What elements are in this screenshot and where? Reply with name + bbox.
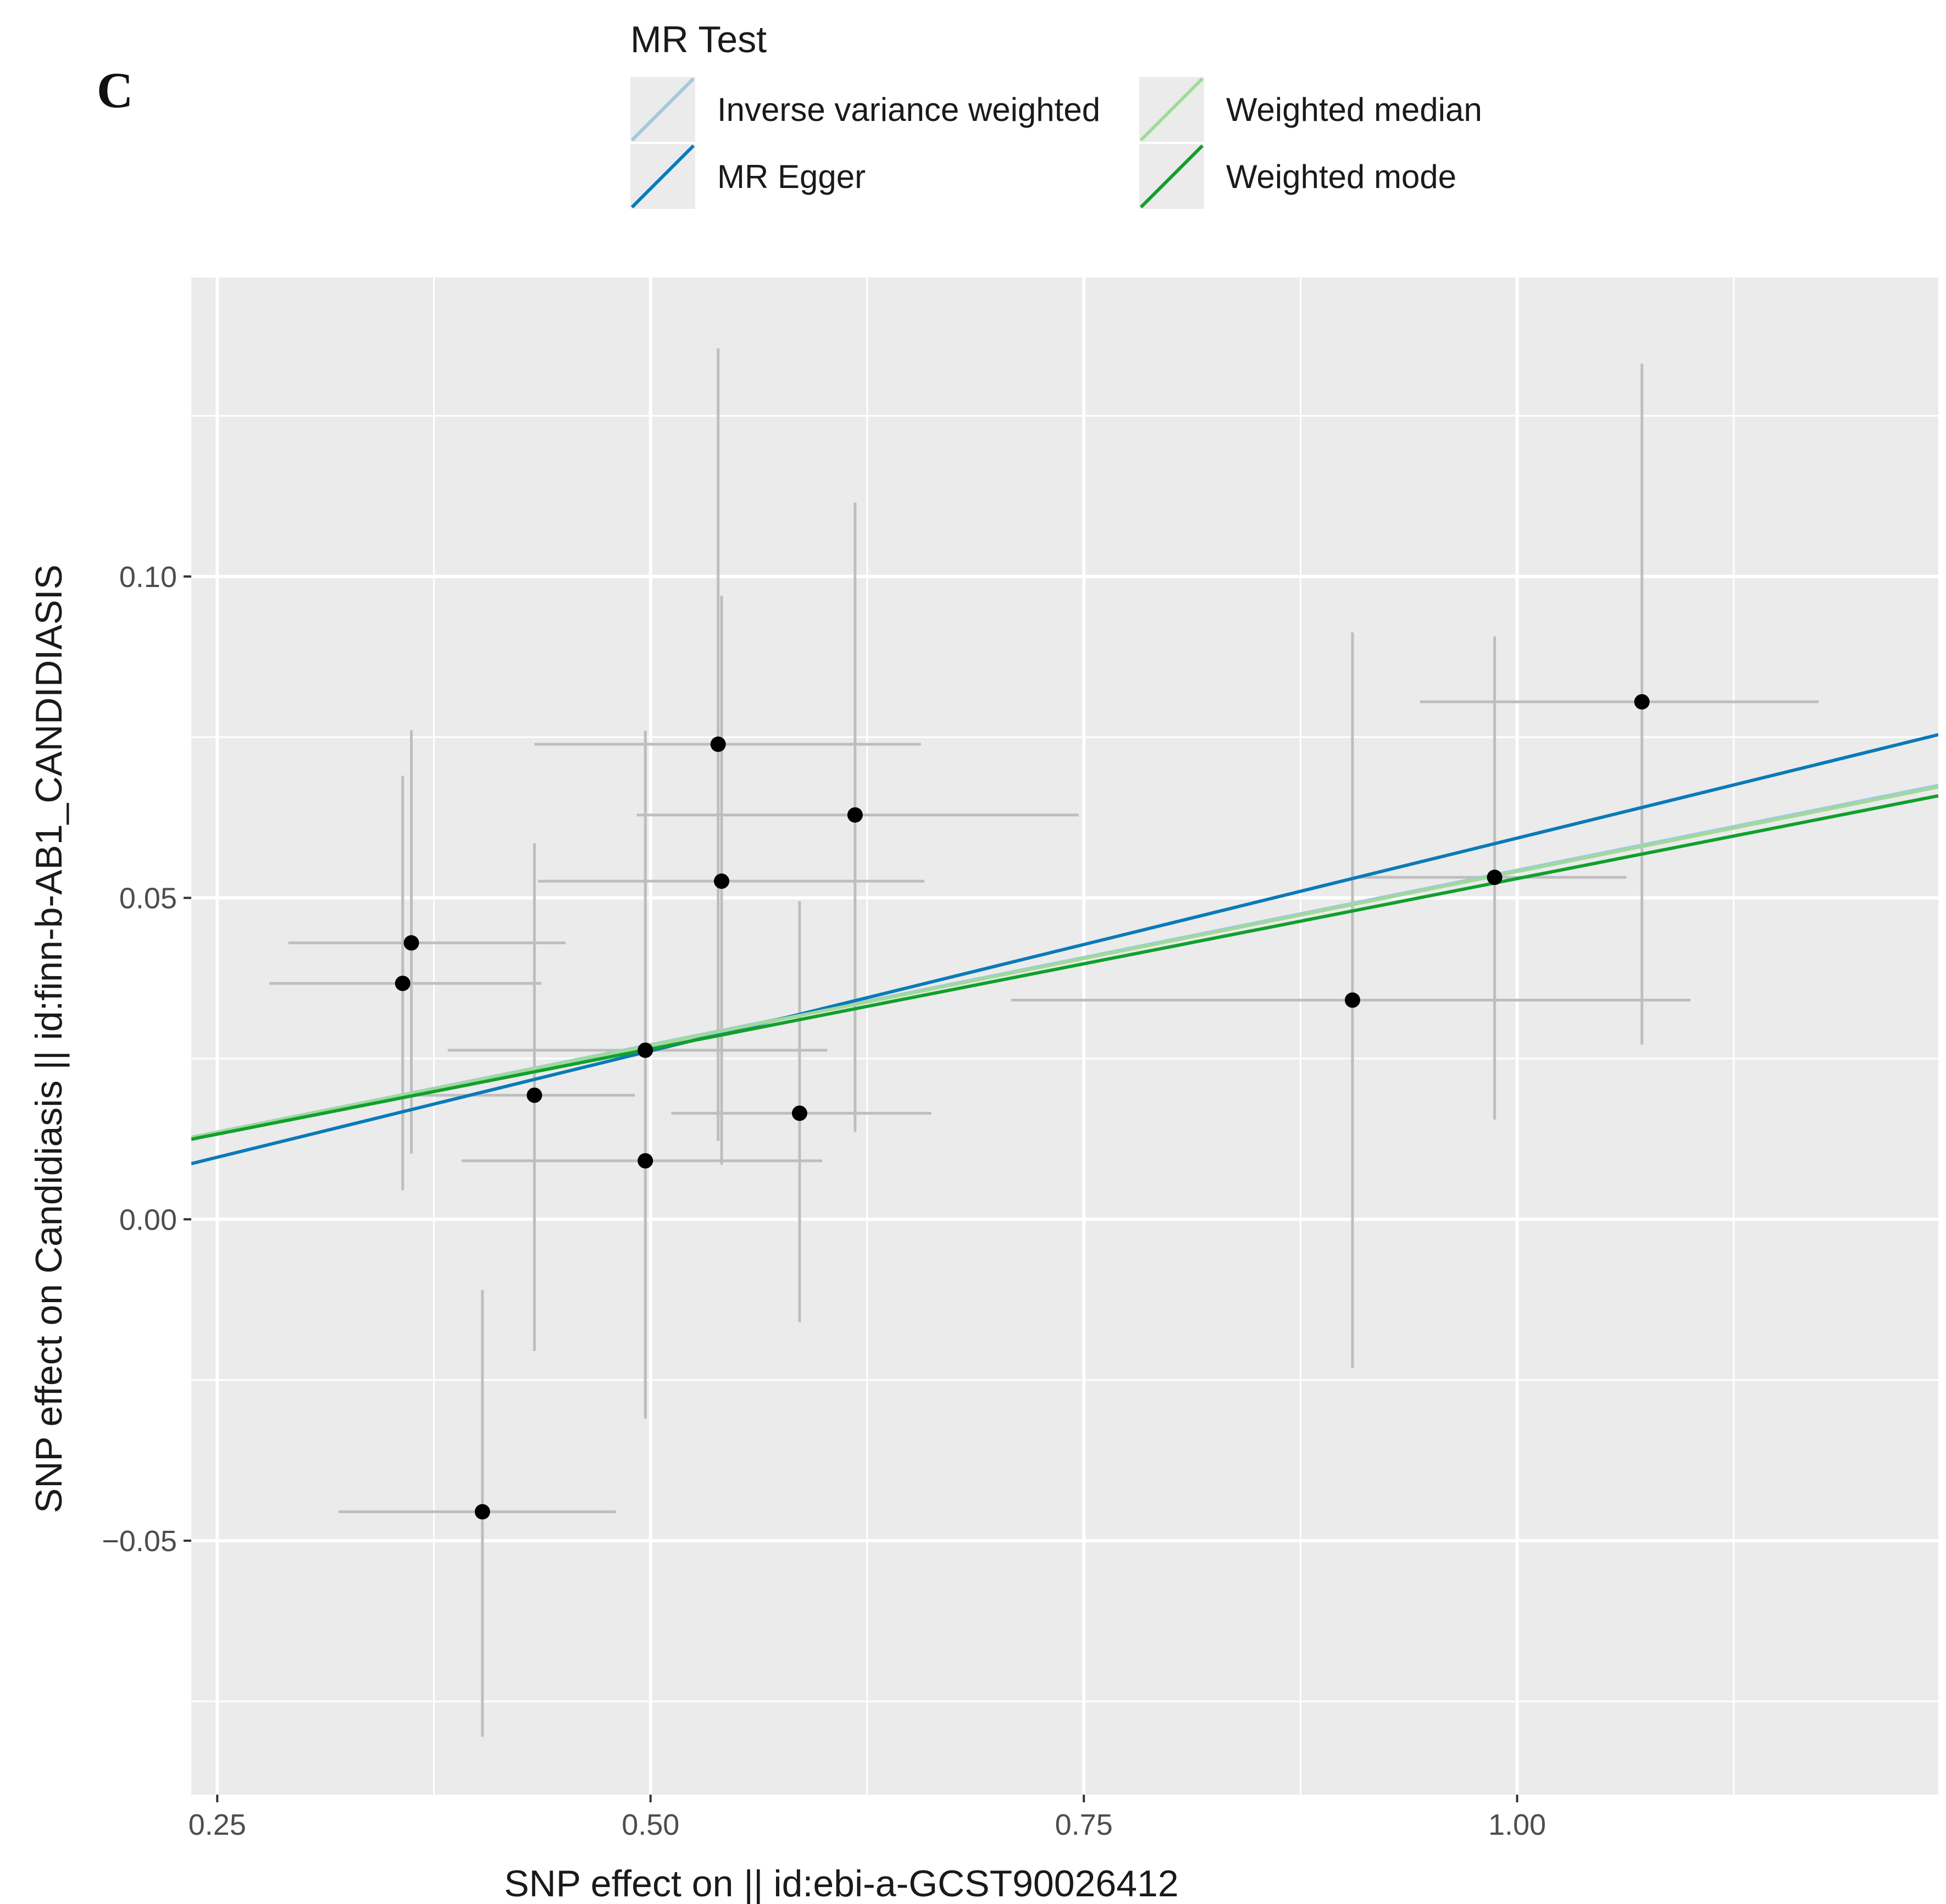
- data-point: [1634, 694, 1650, 710]
- data-point: [403, 935, 419, 951]
- x-tick-label: 0.25: [188, 1808, 246, 1841]
- plot-marks: [191, 348, 1938, 1737]
- legend: MR Test Inverse variance weighted MR Egge…: [630, 19, 1482, 209]
- data-point: [714, 873, 730, 889]
- data-point: [847, 807, 863, 823]
- data-point: [637, 1042, 653, 1058]
- y-tick-label: 0.00: [119, 1203, 177, 1236]
- panel-background: [191, 278, 1938, 1795]
- y-tick-label: 0.05: [119, 882, 177, 915]
- data-point: [1345, 992, 1361, 1008]
- line-weighted-mode: [191, 794, 1938, 1141]
- data-point: [1487, 870, 1503, 885]
- y-axis-label: SNP effect on Candidiasis || id:finn-b-A…: [28, 564, 70, 1513]
- data-point: [395, 976, 411, 992]
- data-point: [637, 1153, 653, 1169]
- x-tick-label: 0.50: [622, 1808, 679, 1841]
- legend-label-mr-egger: MR Egger: [717, 158, 866, 195]
- legend-label-weighted-mode: Weighted mode: [1226, 158, 1456, 195]
- legend-swatch-mr-egger: [630, 144, 695, 209]
- data-point: [526, 1087, 542, 1103]
- legend-label-inverse-variance-weighted: Inverse variance weighted: [717, 91, 1100, 128]
- x-tick-label: 1.00: [1488, 1808, 1546, 1841]
- line-weighted-median: [191, 785, 1938, 1139]
- line-mr-egger: [191, 733, 1938, 1165]
- y-tick-label: 0.10: [119, 561, 177, 594]
- data-point: [474, 1504, 490, 1520]
- data-point: [710, 737, 726, 752]
- y-tick-label: −0.05: [102, 1525, 177, 1558]
- legend-swatch-weighted-mode: [1139, 144, 1204, 209]
- plot-area: 0.25 0.50 0.75 1.00 −0.05 0.00 0.05 0.10: [102, 278, 1938, 1841]
- data-point: [791, 1105, 807, 1121]
- legend-label-weighted-median: Weighted median: [1226, 91, 1482, 128]
- legend-swatch-weighted-median: [1139, 77, 1204, 142]
- panel-label: C: [97, 62, 133, 118]
- x-tick-label: 0.75: [1055, 1808, 1113, 1841]
- x-axis-label: SNP effect on || id:ebi-a-GCST90026412: [504, 1863, 1178, 1904]
- legend-title: MR Test: [630, 19, 767, 60]
- legend-swatch-inverse-variance-weighted: [630, 77, 695, 142]
